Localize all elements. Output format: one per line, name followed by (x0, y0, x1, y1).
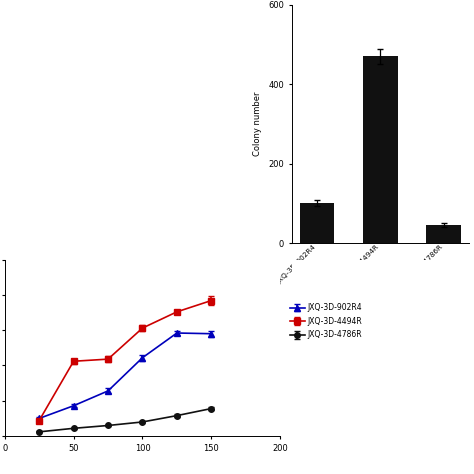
Bar (363, 56, 398, 243)
Bar (426, 225, 461, 243)
Legend: JXQ-3D-902R4, JXQ-3D-4494R, JXQ-3D-4786R: JXQ-3D-902R4, JXQ-3D-4494R, JXQ-3D-4786R (286, 300, 365, 343)
Y-axis label: Colony number: Colony number (254, 91, 263, 156)
Bar (300, 203, 335, 243)
